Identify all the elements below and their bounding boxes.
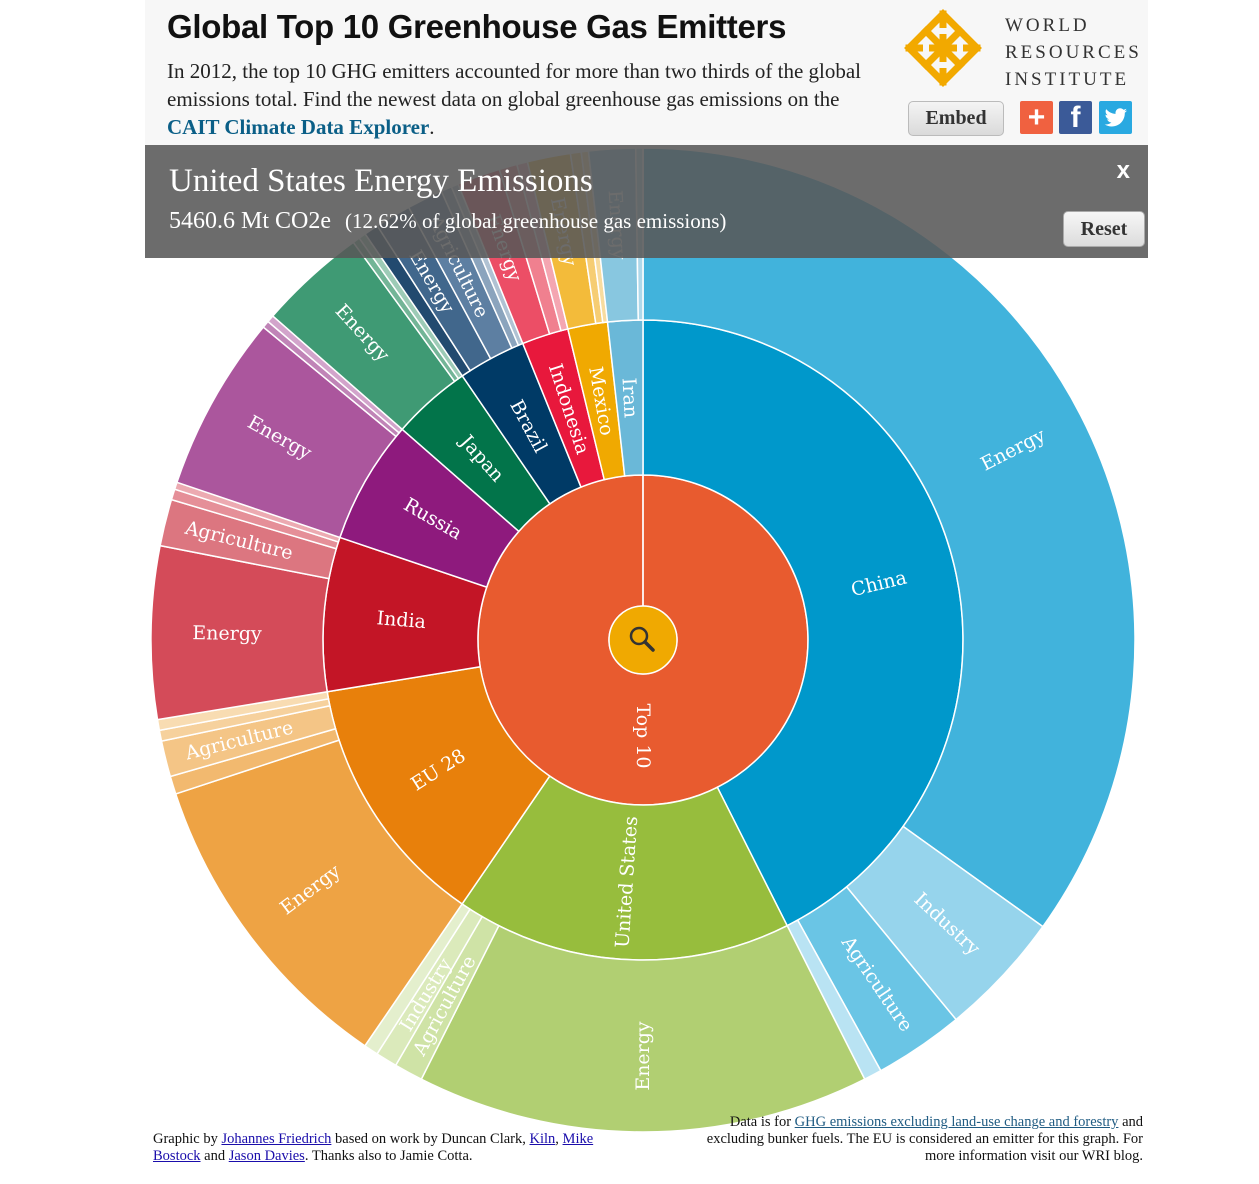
- wri-logo[interactable]: WORLD RESOURCES INSTITUTE: [903, 8, 1139, 92]
- center-zoom-button[interactable]: [608, 605, 678, 675]
- logo-line: WORLD: [1005, 15, 1090, 36]
- plus-share-icon[interactable]: +: [1020, 101, 1053, 134]
- logo-line: RESOURCES: [1005, 42, 1142, 63]
- credits-comma: ,: [555, 1131, 563, 1147]
- davies-link[interactable]: Jason Davies: [228, 1148, 305, 1164]
- twitter-bird-icon: [1104, 107, 1127, 126]
- close-overlay-button[interactable]: x: [1116, 157, 1130, 184]
- subtitle-end: .: [429, 115, 435, 139]
- ghg-definition-link[interactable]: GHG emissions excluding land-use change …: [794, 1114, 1119, 1130]
- cait-explorer-link[interactable]: CAIT Climate Data Explorer: [167, 115, 430, 139]
- bostock-link[interactable]: Mike Bostock: [153, 1131, 594, 1164]
- kiln-link[interactable]: Kiln: [529, 1131, 556, 1147]
- credits-text: Graphic by Johannes Friedrich based on w…: [153, 1131, 623, 1165]
- twitter-icon[interactable]: [1099, 101, 1132, 134]
- reset-button[interactable]: Reset: [1063, 211, 1145, 247]
- credits-mid: based on work by Duncan Clark,: [331, 1131, 530, 1147]
- data-note-rest: and excluding bunker fuels. The EU is co…: [706, 1114, 1143, 1164]
- embed-button[interactable]: Embed: [908, 101, 1004, 136]
- credits-prefix: Graphic by: [153, 1131, 222, 1147]
- country-ring[interactable]: [322, 319, 964, 961]
- page-subtitle: In 2012, the top 10 GHG emitters account…: [167, 57, 887, 141]
- detail-overlay: United States Energy Emissions 5460.6 Mt…: [145, 145, 1148, 258]
- data-note-prefix: Data is for: [729, 1114, 795, 1130]
- credits-end: . Thanks also to Jamie Cotta.: [304, 1148, 473, 1164]
- country-label-iran: Iran: [617, 377, 641, 418]
- wri-logo-text: WORLD RESOURCES INSTITUTE: [1005, 12, 1142, 93]
- credits-and: and: [200, 1148, 229, 1164]
- overlay-title: United States Energy Emissions: [169, 163, 593, 199]
- data-note: Data is for GHG emissions excluding land…: [700, 1114, 1143, 1165]
- header: Global Top 10 Greenhouse Gas Emitters In…: [145, 0, 1148, 145]
- facebook-icon[interactable]: f: [1059, 101, 1092, 134]
- overlay-value-line: 5460.6 Mt CO2e (12.62% of global greenhou…: [169, 208, 726, 235]
- author-link[interactable]: Johannes Friedrich: [221, 1131, 332, 1147]
- overlay-value: 5460.6 Mt CO2e: [169, 208, 331, 234]
- subtitle-text: In 2012, the top 10 GHG emitters account…: [167, 59, 862, 111]
- overlay-share: (12.62% of global greenhouse gas emissio…: [345, 209, 727, 233]
- page-title: Global Top 10 Greenhouse Gas Emitters: [167, 8, 787, 45]
- country-label-india: India: [376, 607, 427, 633]
- magnifier-icon: [629, 626, 655, 652]
- sector-label-united-states-energy: Energy: [632, 1021, 654, 1091]
- wri-logo-mark-icon: [904, 9, 982, 87]
- logo-line: INSTITUTE: [1005, 69, 1130, 90]
- sector-ring[interactable]: [150, 147, 1136, 1133]
- sector-label-india-energy: Energy: [192, 622, 262, 645]
- root-label: Top 10: [632, 703, 654, 768]
